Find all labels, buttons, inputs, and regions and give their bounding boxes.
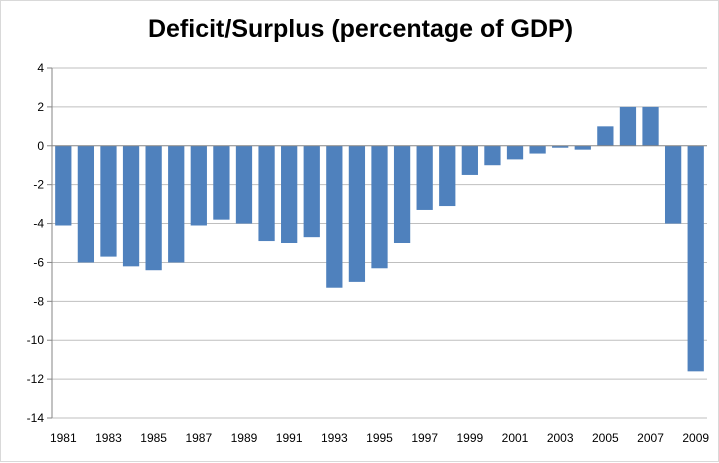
y-tick-labels: 4 2 0 -2 -4 -6 -8 -10 -12 -14 (27, 61, 45, 425)
bar-1991 (281, 145, 298, 243)
y-tick-label: -14 (27, 411, 45, 425)
y-tick-label: -2 (33, 178, 44, 192)
bar-1993 (326, 145, 343, 288)
bar-2005 (597, 126, 614, 146)
x-tick-label: 1985 (140, 431, 167, 445)
x-tick-label: 2007 (637, 431, 664, 445)
bar-1998 (439, 145, 456, 207)
bar-1982 (77, 145, 95, 263)
bar-2000 (484, 145, 501, 166)
bar-1985 (145, 145, 162, 271)
bar-1996 (393, 145, 411, 243)
bar-1983 (100, 145, 117, 257)
bar-1997 (416, 145, 433, 210)
y-tick-label: 4 (37, 61, 44, 75)
x-tick-label: 1983 (95, 431, 122, 445)
y-tick-label: -10 (27, 333, 45, 347)
x-tick-label: 1993 (321, 431, 348, 445)
y-tick-label: 2 (37, 100, 44, 114)
x-tick-label: 1981 (50, 431, 77, 445)
chart-title: Deficit/Surplus (percentage of GDP) (147, 15, 574, 43)
bar-1988 (213, 145, 230, 220)
bar-2003 (552, 145, 569, 148)
bar-2001 (506, 145, 524, 160)
x-tick-label: 1997 (411, 431, 438, 445)
y-tick-label: -4 (33, 217, 44, 231)
bar-2006 (619, 106, 637, 146)
x-tick-labels: 1981 1983 1985 1987 1989 1991 1993 1995 1997 1999… (50, 431, 709, 445)
x-tick-label: 2001 (502, 431, 529, 445)
x-tick-label: 2005 (592, 431, 619, 445)
bar-1995 (371, 145, 388, 269)
y-tick-label: -12 (27, 372, 45, 386)
bars (55, 106, 704, 372)
bar-1986 (168, 145, 185, 263)
bar-2008 (664, 145, 682, 224)
x-tick-label: 1987 (185, 431, 212, 445)
x-tick-label: 1989 (231, 431, 258, 445)
bar-2004 (574, 145, 591, 150)
bar-1999 (461, 145, 478, 175)
bar-2009 (687, 145, 704, 372)
x-tick-label: 2009 (682, 431, 709, 445)
y-tick-label: -6 (33, 255, 44, 269)
bar-1994 (348, 145, 366, 282)
x-tick-label: 1995 (366, 431, 393, 445)
bar-1989 (235, 145, 253, 224)
x-tick-label: 1991 (276, 431, 303, 445)
x-tick-label: 2003 (547, 431, 574, 445)
y-tick-label: 0 (37, 139, 44, 153)
bar-1990 (258, 145, 275, 242)
axes (51, 68, 707, 418)
bar-1984 (122, 145, 140, 267)
bar-2002 (529, 145, 546, 154)
bar-1987 (190, 145, 207, 226)
x-tick-label: 1999 (456, 431, 483, 445)
y-tick-label: -8 (33, 294, 44, 308)
bar-1992 (303, 145, 320, 238)
bar-2007 (642, 106, 659, 146)
bar-1981 (55, 145, 72, 226)
